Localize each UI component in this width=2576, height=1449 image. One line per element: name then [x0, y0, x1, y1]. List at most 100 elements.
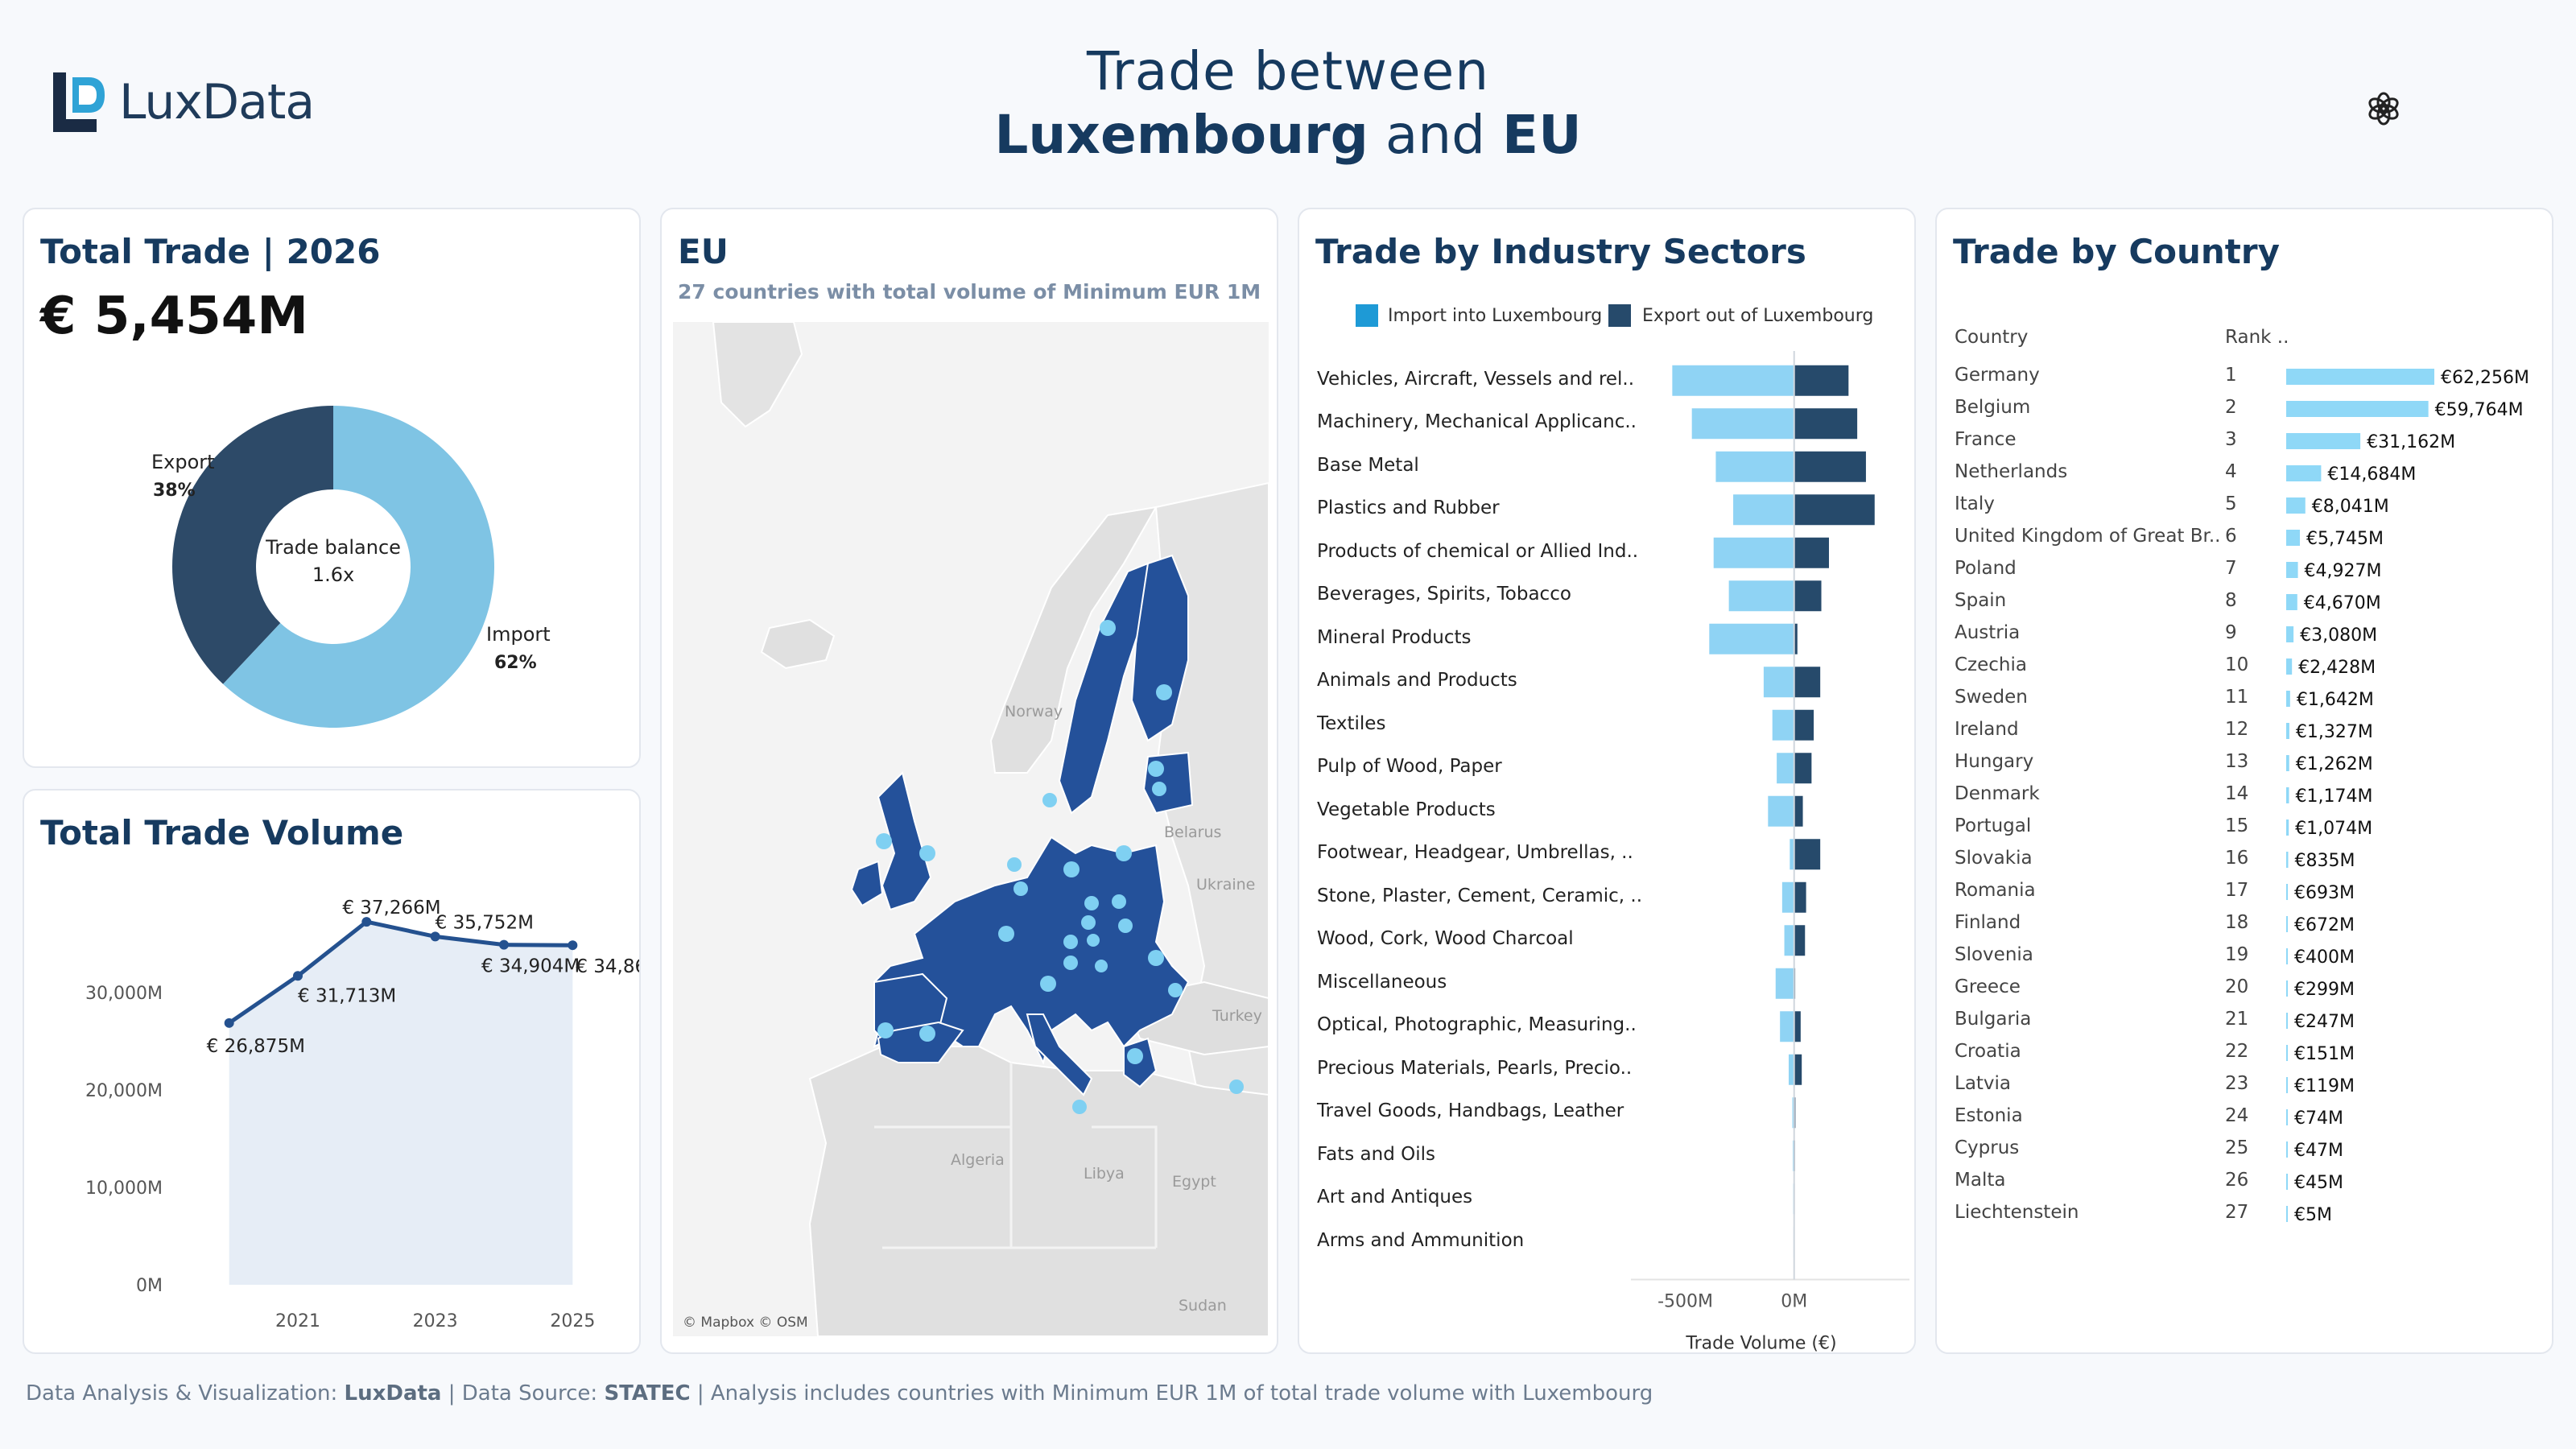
- sector-import-bar[interactable]: [1792, 1097, 1794, 1129]
- country-point[interactable]: [919, 845, 935, 861]
- trade-volume-point[interactable]: [499, 939, 509, 950]
- sector-export-bar[interactable]: [1794, 709, 1814, 741]
- openai-swirl-icon[interactable]: [2365, 90, 2402, 127]
- sector-import-bar[interactable]: [1780, 1011, 1794, 1042]
- donut-slice-import[interactable]: [223, 406, 495, 728]
- sector-import-bar[interactable]: [1713, 537, 1794, 568]
- sector-export-bar[interactable]: [1794, 667, 1821, 698]
- country-bar-chart[interactable]: €62,256M €59,764M €31,162M €14,684M €8,041M €…: [1937, 209, 2553, 1354]
- sector-export-bar[interactable]: [1794, 839, 1821, 870]
- sector-import-bar[interactable]: [1709, 623, 1794, 654]
- sector-import-bar[interactable]: [1691, 408, 1794, 440]
- country-point[interactable]: [1118, 919, 1133, 933]
- country-bar[interactable]: [2286, 819, 2289, 836]
- sector-export-bar[interactable]: [1794, 795, 1803, 827]
- country-point[interactable]: [1100, 620, 1116, 636]
- sector-import-bar[interactable]: [1728, 580, 1794, 612]
- country-point[interactable]: [1084, 896, 1099, 910]
- country-bar[interactable]: [2286, 1077, 2288, 1093]
- sector-export-bar[interactable]: [1794, 408, 1858, 440]
- trade-volume-point[interactable]: [568, 940, 578, 951]
- donut-slice-export[interactable]: [172, 406, 333, 684]
- sector-import-bar[interactable]: [1777, 753, 1794, 784]
- trade-volume-point[interactable]: [361, 917, 372, 927]
- country-point[interactable]: [1152, 782, 1166, 796]
- country-bar[interactable]: [2286, 594, 2297, 610]
- eu-map[interactable]: Norway Belarus Ukraine Turkey Algeria Li…: [673, 322, 1269, 1336]
- country-bar[interactable]: [2286, 658, 2293, 675]
- sectors-bar-chart[interactable]: -500M 0M Trade Volume (€): [1299, 209, 1916, 1354]
- country-point[interactable]: [1063, 956, 1078, 970]
- trade-volume-point[interactable]: [293, 971, 303, 981]
- country-bar[interactable]: [2286, 465, 2322, 481]
- sector-export-bar[interactable]: [1794, 365, 1849, 396]
- country-point[interactable]: [1081, 915, 1096, 930]
- country-bar[interactable]: [2286, 530, 2300, 546]
- sector-export-bar[interactable]: [1794, 925, 1806, 956]
- sector-import-bar[interactable]: [1768, 795, 1794, 827]
- country-point[interactable]: [1168, 983, 1183, 997]
- col-header-rank[interactable]: Rank ..: [2225, 327, 2289, 348]
- country-bar[interactable]: [2286, 1174, 2288, 1190]
- country-point[interactable]: [1040, 976, 1056, 992]
- country-point[interactable]: [919, 1026, 935, 1042]
- country-point[interactable]: [1127, 1048, 1143, 1064]
- sector-export-bar[interactable]: [1794, 623, 1798, 654]
- sector-import-bar[interactable]: [1763, 667, 1794, 698]
- sector-export-bar[interactable]: [1794, 1054, 1802, 1085]
- country-bar[interactable]: [2286, 1109, 2288, 1125]
- country-bar[interactable]: [2286, 1013, 2288, 1029]
- country-bar[interactable]: [2286, 755, 2289, 771]
- sector-import-bar[interactable]: [1790, 839, 1794, 870]
- trade-volume-point[interactable]: [430, 931, 440, 942]
- malta-point[interactable]: [1072, 1100, 1087, 1114]
- sector-export-bar[interactable]: [1794, 494, 1875, 526]
- country-point[interactable]: [1148, 761, 1164, 777]
- country-point[interactable]: [1007, 857, 1022, 872]
- country-bar[interactable]: [2286, 691, 2290, 707]
- sector-import-bar[interactable]: [1772, 709, 1794, 741]
- sector-export-bar[interactable]: [1794, 881, 1806, 913]
- cyprus-point[interactable]: [1229, 1080, 1244, 1094]
- sector-import-bar[interactable]: [1784, 925, 1794, 956]
- country-point[interactable]: [1087, 934, 1100, 947]
- country-bar[interactable]: [2286, 884, 2289, 900]
- country-bar[interactable]: [2286, 433, 2361, 449]
- country-point[interactable]: [1042, 793, 1057, 807]
- country-bar[interactable]: [2286, 1206, 2288, 1222]
- country-bar[interactable]: [2286, 401, 2429, 417]
- country-point[interactable]: [1063, 861, 1080, 877]
- trade-volume-line-chart[interactable]: 0M 10,000M 20,000M 30,000M € 26,875M € 31,71…: [24, 791, 641, 1354]
- country-bar[interactable]: [2286, 980, 2288, 997]
- sector-import-bar[interactable]: [1788, 1054, 1794, 1085]
- sector-export-bar[interactable]: [1794, 580, 1822, 612]
- sector-import-bar[interactable]: [1715, 451, 1794, 482]
- country-point[interactable]: [1156, 684, 1172, 700]
- country-bar[interactable]: [2286, 369, 2434, 385]
- sector-export-bar[interactable]: [1794, 1011, 1801, 1042]
- sector-import-bar[interactable]: [1781, 881, 1794, 913]
- country-point[interactable]: [1112, 894, 1126, 909]
- country-bar[interactable]: [2286, 1141, 2288, 1158]
- country-point[interactable]: [1095, 960, 1108, 972]
- sector-import-bar[interactable]: [1672, 365, 1794, 396]
- country-bar[interactable]: [2286, 626, 2294, 642]
- trade-volume-point[interactable]: [224, 1018, 234, 1028]
- country-point[interactable]: [1148, 950, 1164, 966]
- country-point[interactable]: [1013, 881, 1028, 896]
- country-bar[interactable]: [2286, 852, 2289, 868]
- sector-export-bar[interactable]: [1794, 753, 1812, 784]
- country-point[interactable]: [877, 1022, 894, 1038]
- country-bar[interactable]: [2286, 1045, 2288, 1061]
- country-bar[interactable]: [2286, 948, 2288, 964]
- sector-export-bar[interactable]: [1794, 537, 1829, 568]
- sector-import-bar[interactable]: [1733, 494, 1794, 526]
- trade-donut-chart[interactable]: Trade balance 1.6x Export 38% Import 62%: [24, 209, 641, 768]
- country-bar[interactable]: [2286, 562, 2298, 578]
- sector-export-bar[interactable]: [1794, 451, 1866, 482]
- country-bar[interactable]: [2286, 497, 2306, 514]
- country-bar[interactable]: [2286, 787, 2289, 803]
- country-point[interactable]: [1063, 935, 1078, 949]
- country-bar[interactable]: [2286, 723, 2289, 739]
- sector-import-bar[interactable]: [1775, 968, 1794, 999]
